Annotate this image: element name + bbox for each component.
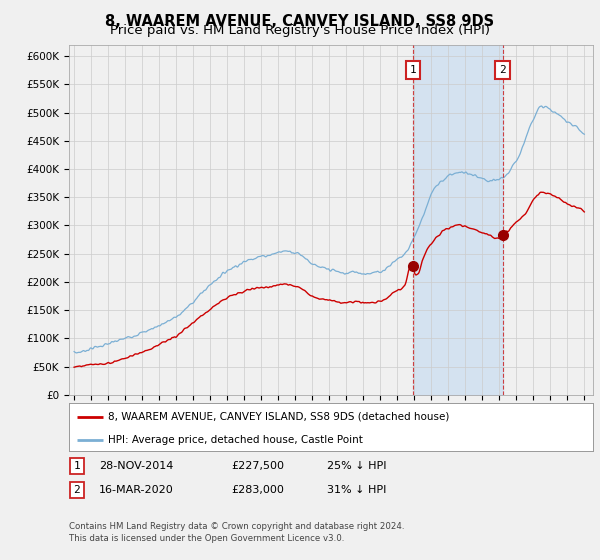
Text: Price paid vs. HM Land Registry's House Price Index (HPI): Price paid vs. HM Land Registry's House … (110, 24, 490, 37)
Text: 25% ↓ HPI: 25% ↓ HPI (327, 461, 386, 471)
Text: 31% ↓ HPI: 31% ↓ HPI (327, 485, 386, 495)
Text: 1: 1 (73, 461, 80, 471)
Text: Contains HM Land Registry data © Crown copyright and database right 2024.: Contains HM Land Registry data © Crown c… (69, 522, 404, 531)
Text: 2: 2 (73, 485, 80, 495)
Text: 8, WAAREM AVENUE, CANVEY ISLAND, SS8 9DS (detached house): 8, WAAREM AVENUE, CANVEY ISLAND, SS8 9DS… (108, 412, 449, 422)
Text: 28-NOV-2014: 28-NOV-2014 (99, 461, 173, 471)
Text: This data is licensed under the Open Government Licence v3.0.: This data is licensed under the Open Gov… (69, 534, 344, 543)
Text: 16-MAR-2020: 16-MAR-2020 (99, 485, 174, 495)
Text: HPI: Average price, detached house, Castle Point: HPI: Average price, detached house, Cast… (108, 435, 363, 445)
Text: 8, WAAREM AVENUE, CANVEY ISLAND, SS8 9DS: 8, WAAREM AVENUE, CANVEY ISLAND, SS8 9DS (106, 14, 494, 29)
Text: £283,000: £283,000 (231, 485, 284, 495)
Text: 2: 2 (499, 65, 506, 75)
Text: £227,500: £227,500 (231, 461, 284, 471)
Text: 1: 1 (409, 65, 416, 75)
